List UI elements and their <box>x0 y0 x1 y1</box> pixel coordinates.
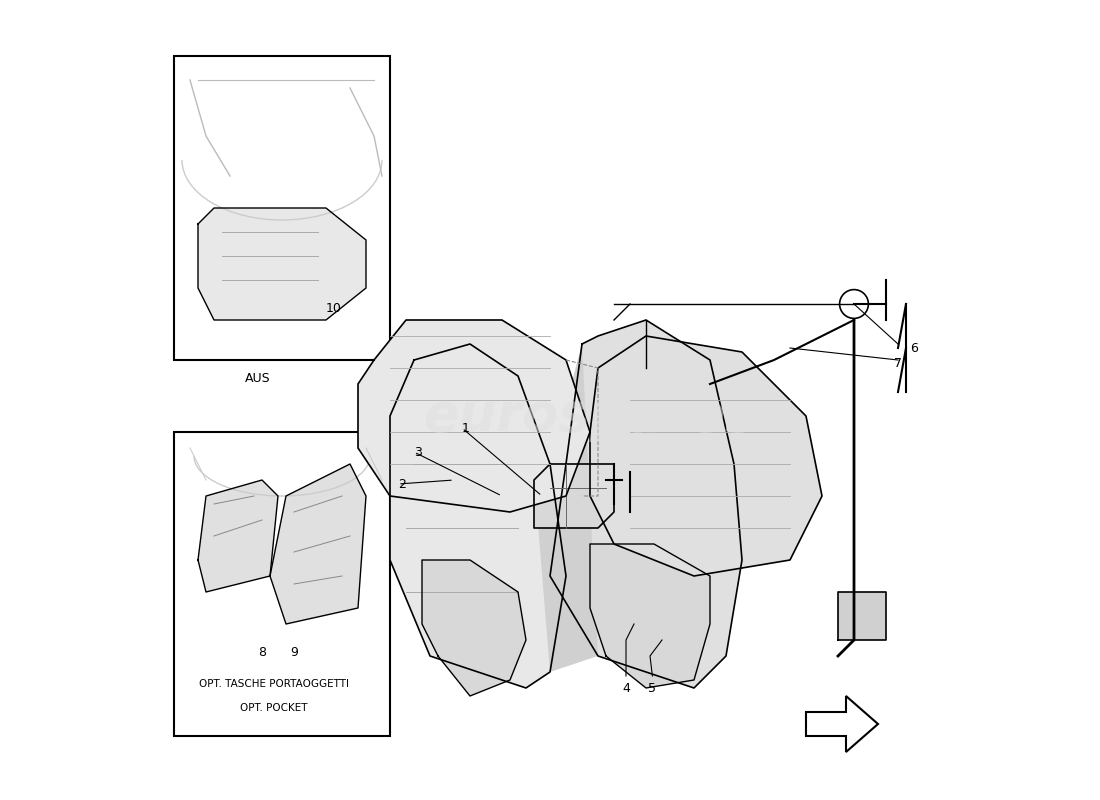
Polygon shape <box>518 344 598 672</box>
Polygon shape <box>590 336 822 576</box>
Polygon shape <box>198 480 278 592</box>
Text: 7: 7 <box>894 358 902 370</box>
Text: 10: 10 <box>326 302 342 314</box>
Text: OPT. TASCHE PORTAOGGETTI: OPT. TASCHE PORTAOGGETTI <box>199 679 349 689</box>
Polygon shape <box>198 208 366 320</box>
Polygon shape <box>358 320 590 512</box>
Polygon shape <box>422 560 526 696</box>
Polygon shape <box>806 696 878 752</box>
Text: 9: 9 <box>290 646 298 658</box>
Polygon shape <box>534 464 614 528</box>
Text: 3: 3 <box>414 446 422 458</box>
Text: 2: 2 <box>398 478 406 490</box>
Text: OPT. POCKET: OPT. POCKET <box>240 703 308 713</box>
Polygon shape <box>390 344 566 688</box>
Polygon shape <box>550 320 742 688</box>
Text: 6: 6 <box>910 342 917 354</box>
Bar <box>174 56 390 360</box>
Text: 8: 8 <box>258 646 266 658</box>
Text: AUS: AUS <box>245 372 271 385</box>
Text: eurospares: eurospares <box>424 390 757 442</box>
Polygon shape <box>838 592 886 640</box>
Polygon shape <box>270 464 366 624</box>
Polygon shape <box>590 544 710 688</box>
Text: 4: 4 <box>623 682 630 694</box>
Text: 5: 5 <box>648 682 657 694</box>
Text: 1: 1 <box>462 422 470 434</box>
Bar <box>174 432 390 736</box>
